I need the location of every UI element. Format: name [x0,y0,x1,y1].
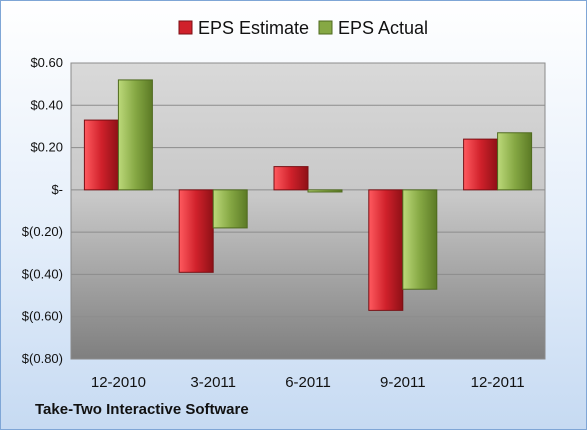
legend-swatch-actual [318,20,333,35]
bar-eps-actual [402,189,438,290]
bar-eps-estimate [273,166,309,191]
x-category-label: 12-2010 [91,374,146,391]
x-category-label: 9-2011 [380,374,426,391]
legend-swatch-estimate [178,20,193,35]
legend-label: EPS Actual [338,18,428,38]
bar-eps-actual [117,79,153,191]
bar-eps-estimate [178,189,214,273]
bars [83,79,533,311]
bar-eps-actual [212,189,248,229]
bar-eps-estimate [83,119,119,191]
y-tick-label: $0.40 [30,97,63,112]
legend-label: EPS Estimate [198,18,309,38]
company-name: Take-Two Interactive Software [35,401,249,418]
legend: EPS Estimate EPS Actual [178,18,428,38]
bar-eps-actual [497,132,533,191]
y-tick-label: $(0.40) [22,266,63,281]
x-category-label: 3-2011 [190,374,236,391]
bar-eps-estimate [368,189,404,311]
y-tick-label: $(0.60) [22,309,63,324]
y-tick-label: $- [51,182,63,197]
x-category-label: 12-2011 [471,374,525,391]
x-axis-labels: 12-2010 3-2011 6-2011 9-2011 12-2011 [91,374,525,391]
y-tick-label: $0.20 [30,140,63,155]
bar-eps-estimate [463,138,499,191]
y-tick-label: $(0.80) [22,351,63,366]
y-tick-label: $0.60 [30,55,63,70]
y-axis-ticks: $0.60 $0.40 $0.20 $- $(0.20) $(0.40) $(0.60) $(… [22,55,63,366]
bar-eps-actual [307,189,343,193]
x-category-label: 6-2011 [285,374,331,391]
y-tick-label: $(0.20) [22,224,63,239]
